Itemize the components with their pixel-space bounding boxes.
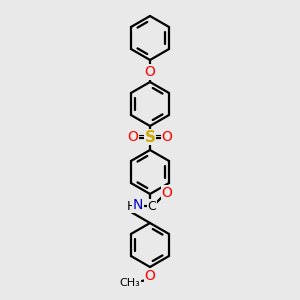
Text: C: C <box>148 200 156 212</box>
Text: O: O <box>128 130 138 144</box>
Text: O: O <box>145 65 155 79</box>
Text: H: H <box>126 200 136 212</box>
Text: O: O <box>145 269 155 283</box>
Text: S: S <box>145 130 155 145</box>
Text: N: N <box>133 198 143 212</box>
Text: O: O <box>162 130 172 144</box>
Text: CH₃: CH₃ <box>120 278 140 288</box>
Text: O: O <box>162 186 172 200</box>
